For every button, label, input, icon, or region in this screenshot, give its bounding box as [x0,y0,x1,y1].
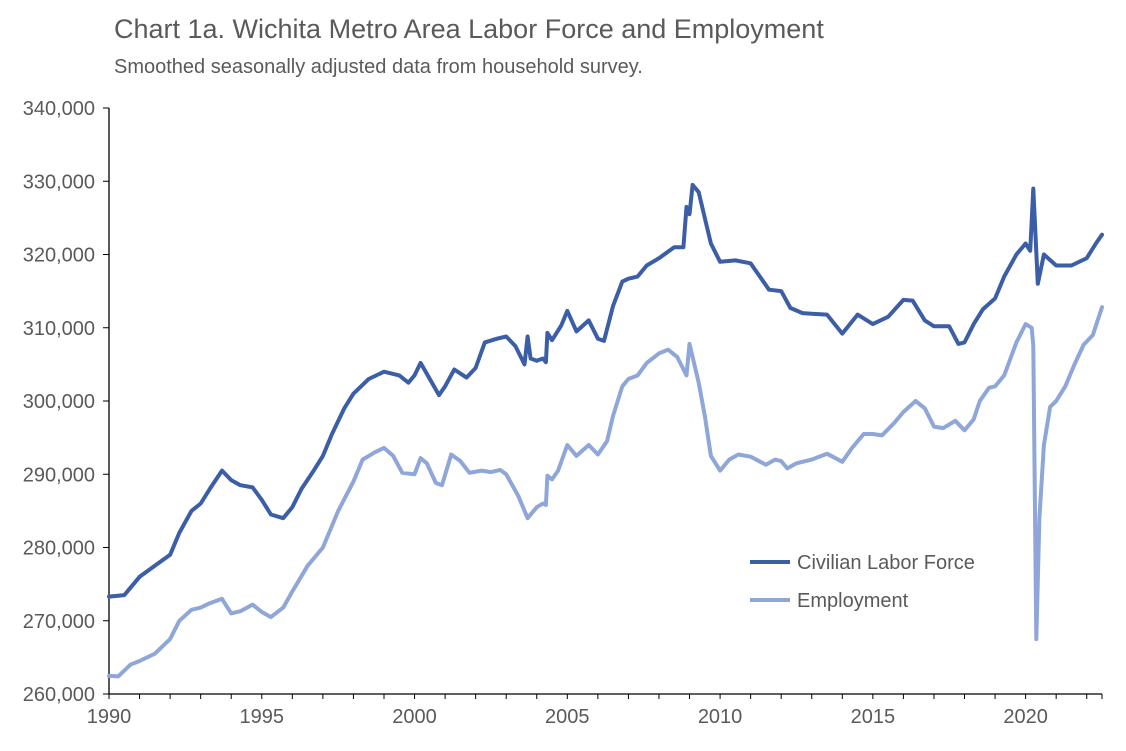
y-tick-label: 270,000 [23,611,95,633]
legend-label: Civilian Labor Force [797,552,975,574]
x-tick-label: 1995 [240,706,285,728]
series-line-civilian-labor-force [107,182,1104,599]
legend-label: Employment [797,590,909,612]
x-tick-label: 2005 [545,706,590,728]
y-tick-label: 300,000 [23,391,95,413]
y-tick-label: 290,000 [23,464,95,486]
y-tick-label: 260,000 [23,684,95,706]
x-axis-ticks: 1990 1995 2000 2005 2010 2015 2020 [87,694,1103,728]
chart-title: Chart 1a. Wichita Metro Area Labor Force… [114,14,824,44]
x-tick-label: 2000 [392,706,437,728]
x-tick-label: 2010 [698,706,743,728]
series-line-employment [107,305,1104,679]
y-tick-label: 310,000 [23,318,95,340]
chart-subtitle: Smoothed seasonally adjusted data from h… [114,56,643,78]
x-tick-label: 1990 [87,706,132,728]
x-tick-label: 2015 [851,706,896,728]
y-axis-ticks: 260,000 270,000 280,000 290,000 300,000 310,0… [23,98,109,706]
y-tick-label: 340,000 [23,98,95,120]
series-lines [107,182,1104,679]
y-tick-label: 330,000 [23,171,95,193]
legend: Civilian Labor Force Employment [750,552,975,612]
x-tick-label: 2020 [1003,706,1048,728]
y-tick-label: 320,000 [23,245,95,267]
y-tick-label: 280,000 [23,538,95,560]
